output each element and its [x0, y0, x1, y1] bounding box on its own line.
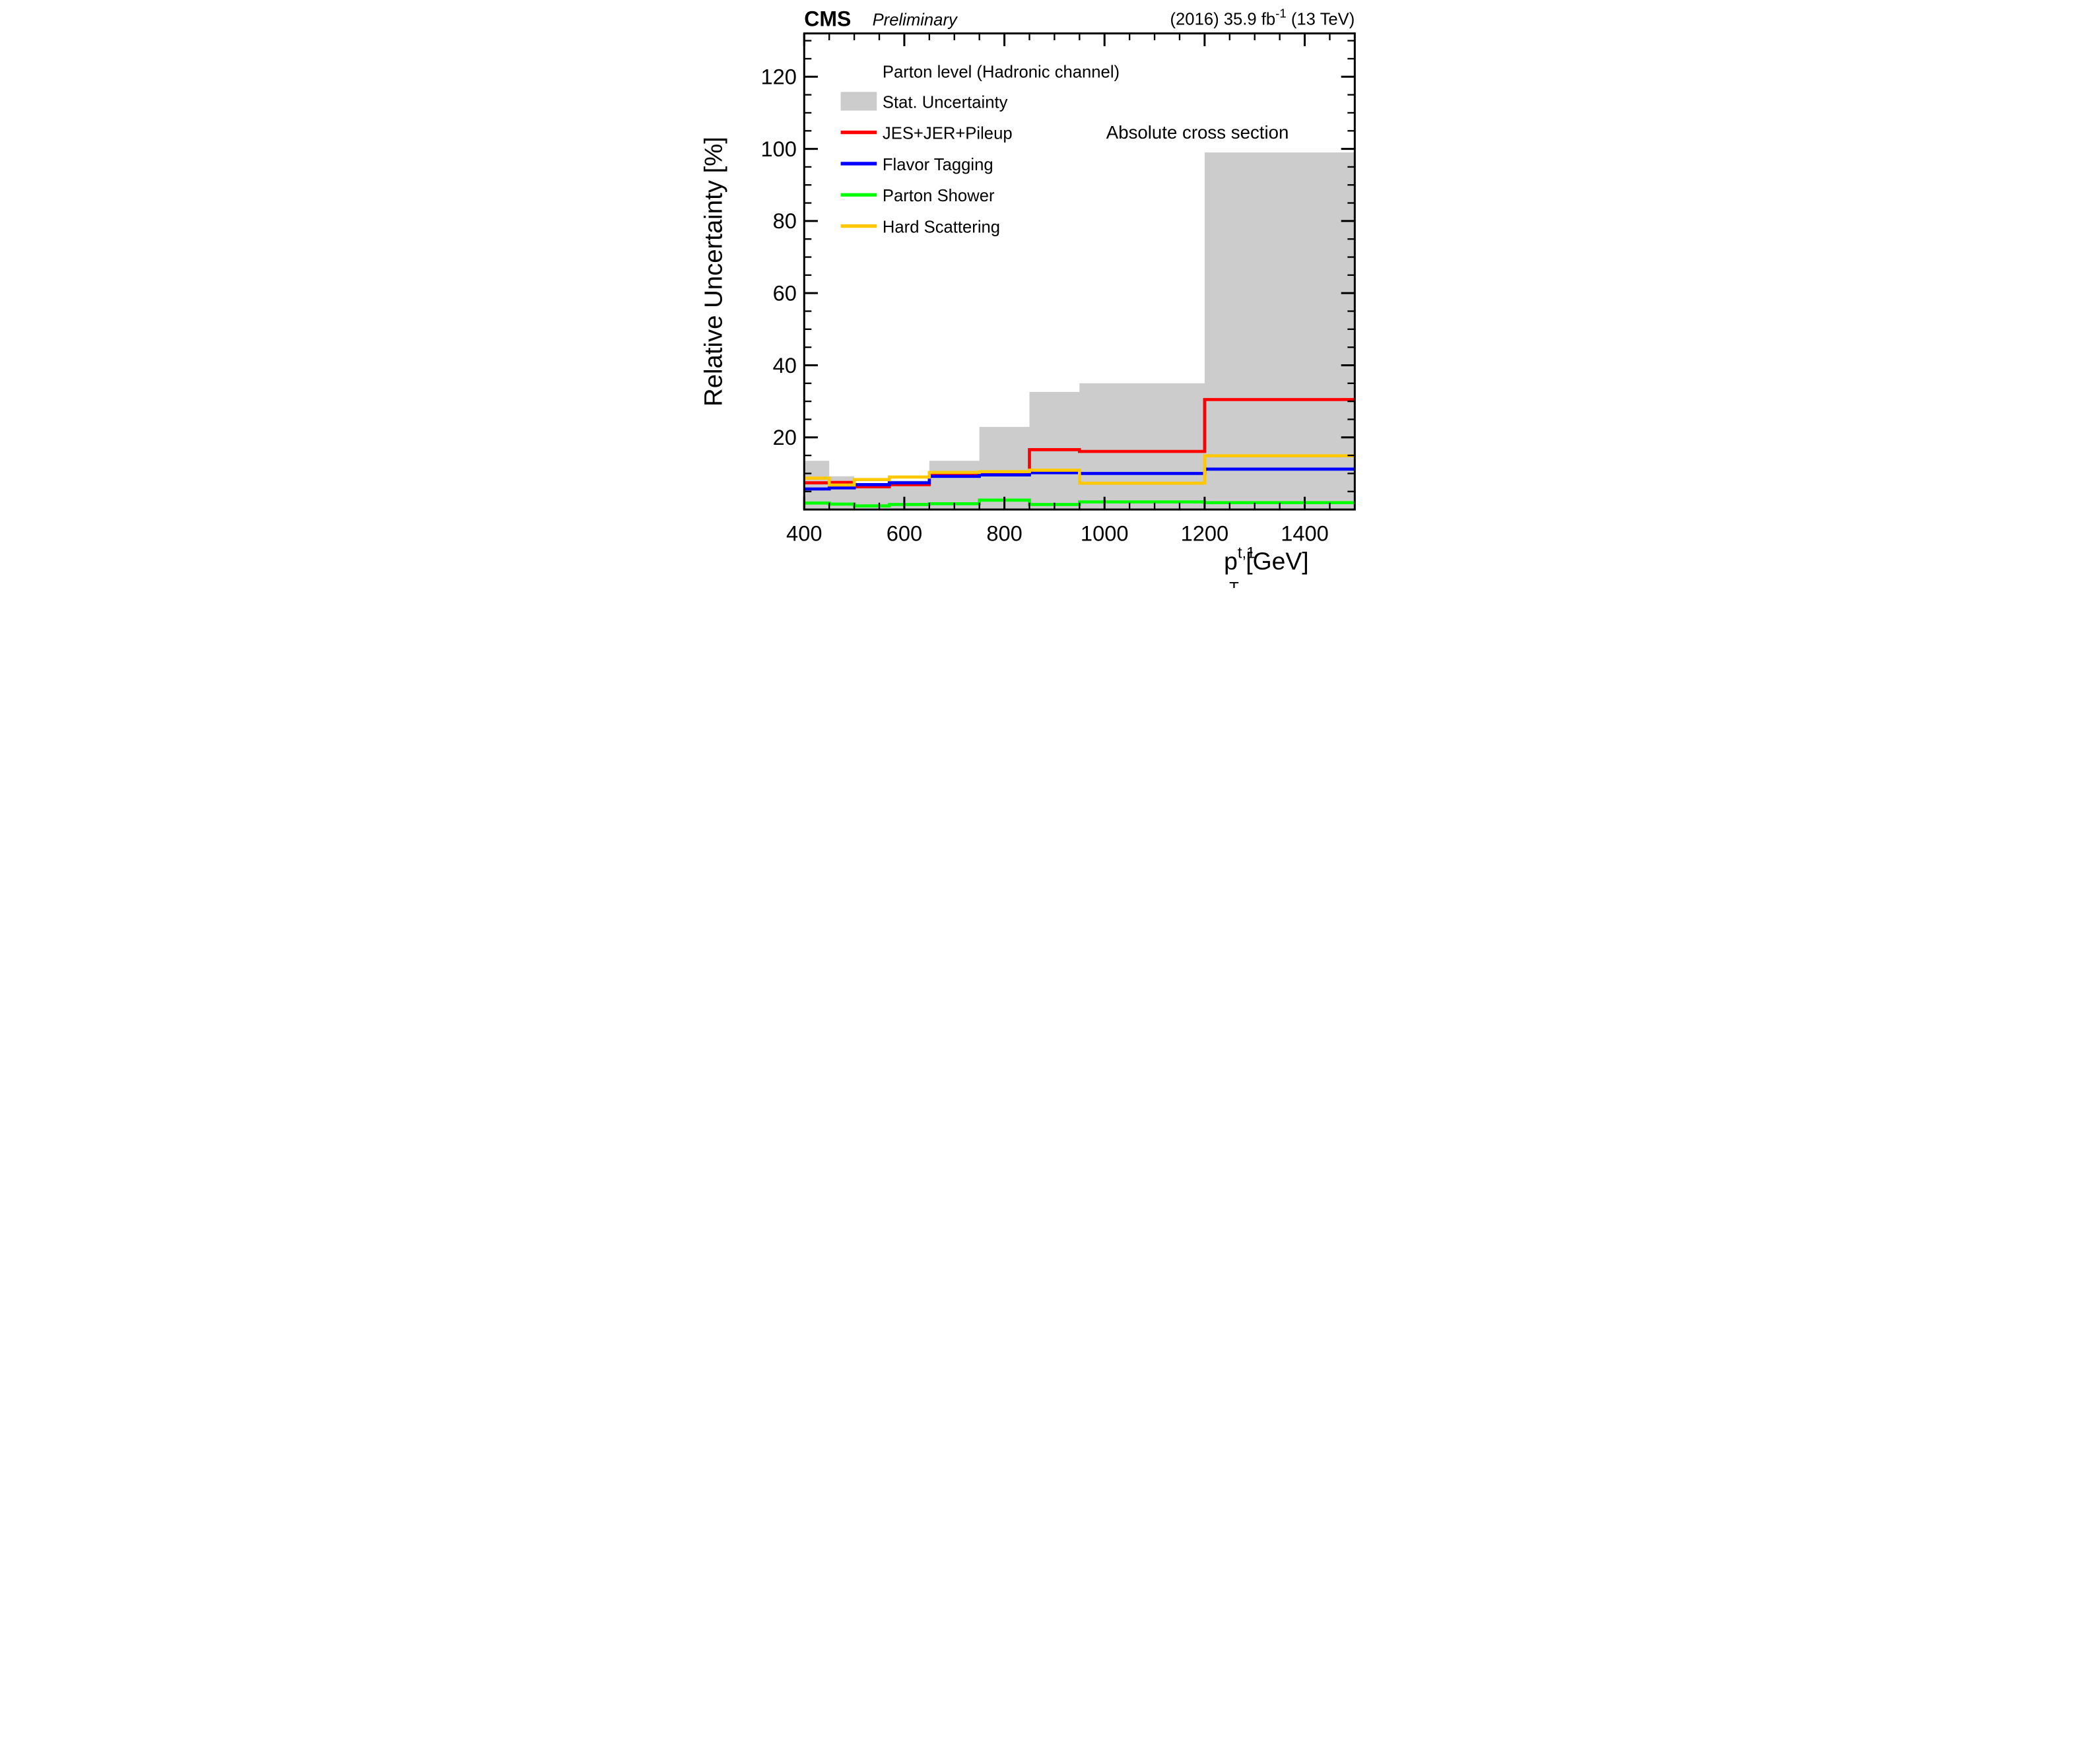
x-axis-tick-label: 800 — [986, 521, 1022, 546]
preliminary-label: Preliminary — [872, 11, 958, 30]
legend-swatch-stat-uncertainty — [840, 92, 877, 111]
y-axis-tick-label: 80 — [772, 209, 796, 233]
cms-label: CMS — [804, 7, 851, 30]
x-axis-title: pt,1T [GeV] — [1224, 544, 1309, 588]
legend-entry-jes-jer-pileup: JES+JER+Pileup — [840, 125, 1012, 143]
legend-entry-hard-scattering: Hard Scattering — [840, 218, 1000, 237]
x-axis-tick-label: 600 — [886, 521, 922, 546]
y-axis-title: Relative Uncertainty [%] — [699, 137, 727, 407]
stat-uncertainty-band — [803, 152, 1355, 510]
legend-entry-flavor-tagging: Flavor Tagging — [840, 156, 993, 174]
y-axis-tick-label: 120 — [760, 65, 796, 89]
axes-layer: 400 600 800 1000 1200 1400 20 40 60 80 100 120 — [760, 33, 1355, 546]
y-axis-tick-label: 20 — [772, 425, 796, 449]
y-axis-tick-label: 60 — [772, 281, 796, 306]
legend-entry-label: Parton Shower — [882, 187, 994, 205]
annotation-absolute-cross-section: Absolute cross section — [1106, 122, 1289, 143]
x-axis-tick-label: 1400 — [1281, 521, 1329, 546]
x-axis-tick-label: 1200 — [1180, 521, 1228, 546]
legend-entry-label: Stat. Uncertainty — [882, 93, 1007, 112]
x-axis-tick-label: 400 — [786, 521, 822, 546]
y-axis-tick-label: 100 — [760, 137, 796, 161]
legend: Parton level (Hadronic channel) Stat. Un… — [840, 63, 1120, 237]
series-layer — [803, 152, 1355, 510]
legend-entry-parton-shower: Parton Shower — [840, 187, 994, 205]
legend-entry-label: Flavor Tagging — [882, 156, 993, 174]
legend-entry-label: JES+JER+Pileup — [882, 125, 1012, 143]
legend-entry-stat-uncertainty: Stat. Uncertainty — [840, 92, 1007, 112]
legend-header: Parton level (Hadronic channel) — [882, 63, 1119, 81]
lumi-label: (2016) 35.9 fb-1 (13 TeV) — [1170, 7, 1355, 29]
flavor-tagging-line — [803, 467, 1355, 491]
hard-scattering-line — [803, 454, 1355, 487]
x-axis-tick-label: 1000 — [1080, 521, 1128, 546]
y-axis-tick-label: 40 — [772, 353, 796, 377]
figure-container: 400 600 800 1000 1200 1400 20 40 60 80 100 120 CMS … — [693, 0, 1387, 588]
legend-entry-label: Hard Scattering — [882, 218, 999, 237]
